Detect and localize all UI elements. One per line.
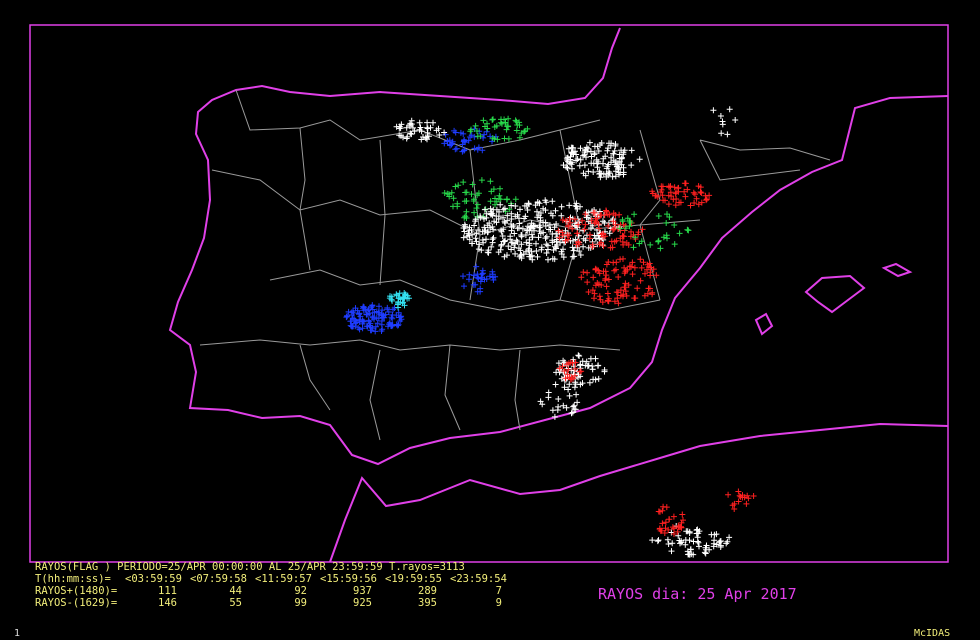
strike-count: 9 — [496, 597, 502, 609]
strike-count: 289 — [418, 585, 437, 597]
interval-range: <03:59:59 — [125, 573, 182, 585]
interval-range: <23:59:54 — [450, 573, 507, 585]
strike-count: 99 — [294, 597, 307, 609]
iberia-coast — [168, 27, 949, 466]
strike-count: 937 — [353, 585, 372, 597]
ibiza — [754, 312, 774, 336]
strike-count: 925 — [353, 597, 372, 609]
africa-coast — [329, 422, 949, 563]
strike-count: 55 — [229, 597, 242, 609]
strike-cluster — [649, 523, 733, 558]
strike-count: 7 — [496, 585, 502, 597]
strike-cluster — [725, 488, 757, 512]
strike-cluster — [555, 207, 646, 251]
strike-count: 111 — [158, 585, 177, 597]
strike-cluster — [386, 290, 412, 311]
row-label: RAYOS-(1629)= — [35, 597, 117, 609]
interval-range: <15:59:56 — [320, 573, 377, 585]
strike-cluster — [460, 263, 499, 295]
strike-cluster — [655, 503, 686, 537]
strike-cluster — [578, 255, 660, 307]
strike-cluster — [616, 211, 692, 252]
lightning-strikes — [343, 106, 757, 558]
map-frame — [29, 24, 949, 563]
mallorca — [804, 274, 866, 314]
strike-cluster — [556, 359, 585, 383]
interval-label: T(hh:mm:ss)= — [35, 573, 111, 585]
province-borders — [199, 89, 831, 441]
strike-cluster — [710, 106, 739, 138]
strike-cluster — [560, 139, 643, 181]
strike-cluster — [393, 117, 448, 143]
interval-range: <07:59:58 — [190, 573, 247, 585]
menorca — [881, 262, 913, 278]
strike-cluster — [460, 197, 623, 263]
software-label: McIDAS — [914, 628, 950, 639]
legend-header: RAYOS(FLAG ) PERIODO=25/APR 00:00:00 AL … — [35, 561, 465, 573]
strike-cluster — [537, 381, 581, 420]
legend: RAYOS(FLAG ) PERIODO=25/APR 00:00:00 AL … — [35, 561, 507, 609]
strike-count: 92 — [294, 585, 307, 597]
strike-cluster — [467, 115, 531, 143]
interval-range: <11:59:57 — [255, 573, 312, 585]
interval-range: <19:59:55 — [385, 573, 442, 585]
frame-number: 1 — [14, 628, 20, 639]
map-title: RAYOS dia: 25 Apr 2017 — [598, 585, 797, 603]
strike-count: 395 — [418, 597, 437, 609]
strike-count: 44 — [229, 585, 242, 597]
strike-cluster — [343, 302, 405, 335]
row-label: RAYOS+(1480)= — [35, 585, 117, 597]
strike-count: 146 — [158, 597, 177, 609]
strike-cluster — [441, 177, 519, 221]
strike-cluster — [649, 180, 713, 209]
